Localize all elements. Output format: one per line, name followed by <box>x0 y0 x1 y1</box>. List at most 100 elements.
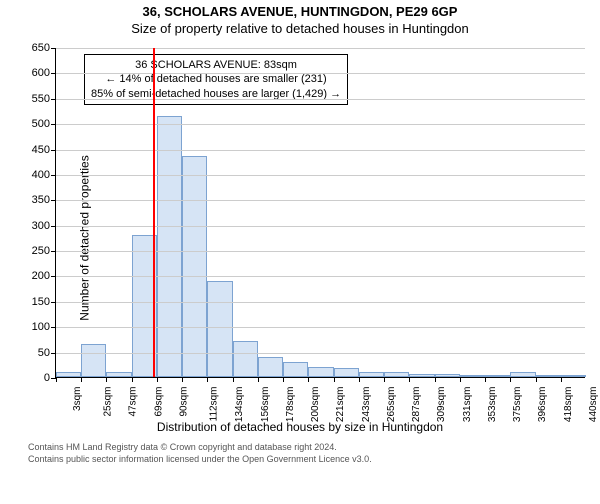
xtick-mark <box>207 377 208 382</box>
ytick-label: 50 <box>38 347 56 359</box>
xtick-label: 265sqm <box>386 387 397 423</box>
histogram-bar <box>435 374 460 377</box>
xtick-label: 90sqm <box>178 387 189 417</box>
xtick-label: 47sqm <box>128 387 139 417</box>
ytick-label: 150 <box>32 296 56 308</box>
xtick-label: 69sqm <box>153 387 164 417</box>
xtick-label: 287sqm <box>411 387 422 423</box>
page-title-line1: 36, SCHOLARS AVENUE, HUNTINGDON, PE29 6G… <box>0 4 600 19</box>
xtick-mark <box>561 377 562 382</box>
histogram-bar <box>81 344 106 377</box>
histogram-bar <box>510 372 535 377</box>
histogram-bar <box>182 156 207 377</box>
infobox-line1: 36 SCHOLARS AVENUE: 83sqm <box>91 58 341 72</box>
gridline <box>56 327 585 328</box>
histogram-bar <box>157 116 182 377</box>
xtick-label: 178sqm <box>285 387 296 423</box>
gridline <box>56 251 585 252</box>
ytick-label: 350 <box>32 194 56 206</box>
xtick-label: 221sqm <box>335 387 346 423</box>
xtick-label: 375sqm <box>512 387 523 423</box>
xtick-label: 396sqm <box>537 387 548 423</box>
gridline <box>56 48 585 49</box>
xtick-mark <box>359 377 360 382</box>
xtick-mark <box>157 377 158 382</box>
xtick-mark <box>460 377 461 382</box>
xtick-mark <box>384 377 385 382</box>
x-axis-label: Distribution of detached houses by size … <box>0 420 600 434</box>
xtick-mark <box>435 377 436 382</box>
ytick-label: 450 <box>32 144 56 156</box>
xtick-mark <box>308 377 309 382</box>
footer-line2: Contains public sector information licen… <box>28 454 600 466</box>
xtick-mark <box>283 377 284 382</box>
xtick-mark <box>536 377 537 382</box>
xtick-label: 112sqm <box>209 387 220 422</box>
xtick-mark <box>510 377 511 382</box>
xtick-label: 25sqm <box>103 387 114 417</box>
xtick-label: 331sqm <box>462 387 473 423</box>
histogram-bar <box>207 281 232 377</box>
gridline <box>56 150 585 151</box>
xtick-label: 309sqm <box>436 387 447 423</box>
histogram-bar <box>409 374 434 377</box>
xtick-mark <box>258 377 259 382</box>
ytick-label: 300 <box>32 220 56 232</box>
gridline <box>56 200 585 201</box>
ytick-label: 400 <box>32 169 56 181</box>
histogram-bar <box>359 372 384 377</box>
histogram-bar <box>460 375 485 377</box>
xtick-mark <box>56 377 57 382</box>
xtick-mark <box>233 377 234 382</box>
ytick-label: 200 <box>32 270 56 282</box>
histogram-bar <box>536 375 561 377</box>
marker-infobox: 36 SCHOLARS AVENUE: 83sqm ← 14% of detac… <box>84 54 348 105</box>
ytick-label: 250 <box>32 245 56 257</box>
histogram-bar <box>384 372 409 377</box>
xtick-mark <box>485 377 486 382</box>
histogram-bar <box>561 375 586 377</box>
xtick-label: 200sqm <box>310 387 321 423</box>
xtick-mark <box>409 377 410 382</box>
histogram-bar <box>283 362 308 377</box>
infobox-line2: ← 14% of detached houses are smaller (23… <box>91 72 341 86</box>
histogram-bar <box>485 375 510 377</box>
xtick-mark <box>182 377 183 382</box>
gridline <box>56 353 585 354</box>
marker-line <box>153 48 155 377</box>
xtick-label: 3sqm <box>72 387 83 411</box>
plot-area: 36 SCHOLARS AVENUE: 83sqm ← 14% of detac… <box>55 48 585 378</box>
xtick-label: 418sqm <box>563 387 574 423</box>
xtick-label: 440sqm <box>588 387 599 423</box>
gridline <box>56 73 585 74</box>
histogram-bar <box>56 372 81 377</box>
histogram-bar <box>334 368 359 377</box>
xtick-mark <box>106 377 107 382</box>
ytick-label: 600 <box>32 67 56 79</box>
gridline <box>56 124 585 125</box>
histogram-bar <box>258 357 283 377</box>
ytick-label: 0 <box>44 372 56 384</box>
ytick-label: 500 <box>32 118 56 130</box>
footer-line1: Contains HM Land Registry data © Crown c… <box>28 442 600 454</box>
ytick-label: 550 <box>32 93 56 105</box>
page-title-line2: Size of property relative to detached ho… <box>0 21 600 36</box>
histogram-bar <box>233 341 258 377</box>
gridline <box>56 302 585 303</box>
xtick-mark <box>334 377 335 382</box>
gridline <box>56 226 585 227</box>
gridline <box>56 99 585 100</box>
ytick-label: 650 <box>32 42 56 54</box>
footer: Contains HM Land Registry data © Crown c… <box>28 442 600 465</box>
xtick-label: 353sqm <box>487 387 498 423</box>
histogram-bar <box>106 372 131 377</box>
gridline <box>56 175 585 176</box>
xtick-mark <box>132 377 133 382</box>
chart-container: Number of detached properties 36 SCHOLAR… <box>0 40 600 436</box>
xtick-mark <box>81 377 82 382</box>
histogram-bar <box>308 367 333 377</box>
ytick-label: 100 <box>32 321 56 333</box>
xtick-label: 243sqm <box>361 387 372 423</box>
xtick-label: 134sqm <box>235 387 246 423</box>
xtick-label: 156sqm <box>260 387 271 423</box>
